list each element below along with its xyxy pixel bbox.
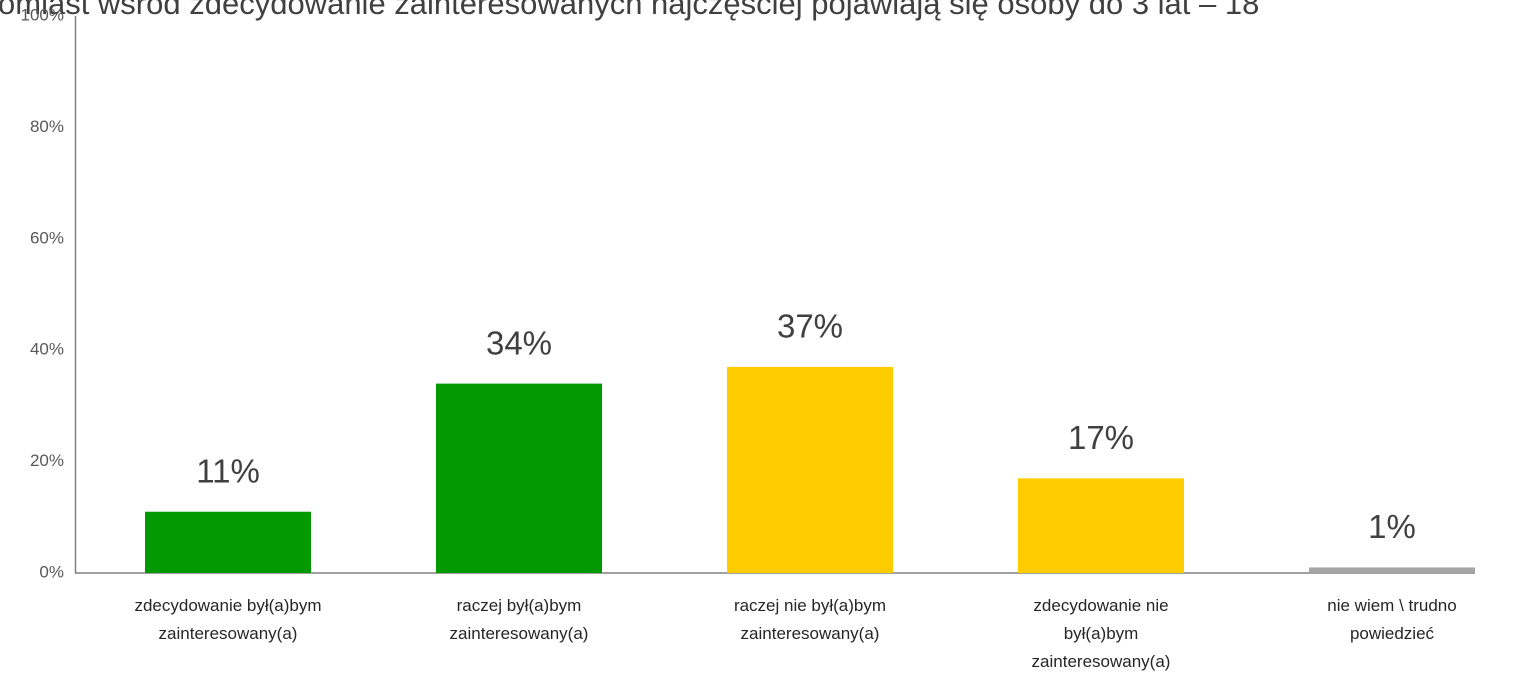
y-tick-label: 40% bbox=[30, 340, 64, 359]
data-label: 37% bbox=[777, 308, 843, 345]
x-tick-label: nie wiem \ trudno powiedzieć bbox=[1327, 596, 1456, 643]
bar bbox=[1018, 478, 1184, 573]
y-tick-label: 0% bbox=[39, 562, 64, 581]
bar bbox=[1309, 567, 1475, 573]
x-tick-label: zdecydowanie był(a)bym zainteresowany(a) bbox=[134, 596, 321, 643]
y-tick-label: 20% bbox=[30, 451, 64, 470]
x-tick-label: zdecydowanie nie był(a)bym zainteresowany(… bbox=[1032, 596, 1171, 671]
data-label: 1% bbox=[1368, 508, 1416, 545]
data-label: 11% bbox=[196, 452, 260, 489]
x-tick-label: raczej nie był(a)bym zainteresowany(a) bbox=[734, 596, 886, 643]
y-tick-label: 80% bbox=[30, 117, 64, 136]
bar bbox=[145, 511, 311, 573]
y-tick-label: 100% bbox=[21, 5, 64, 24]
chart-title: omiast wśród zdecydowanie zainteresowany… bbox=[0, 0, 1259, 21]
y-tick-label: 60% bbox=[30, 228, 64, 247]
data-label: 34% bbox=[486, 324, 552, 361]
bar bbox=[436, 383, 602, 573]
data-label: 17% bbox=[1068, 419, 1134, 456]
x-tick-label: raczej był(a)bym zainteresowany(a) bbox=[450, 596, 589, 643]
bar bbox=[727, 366, 893, 573]
